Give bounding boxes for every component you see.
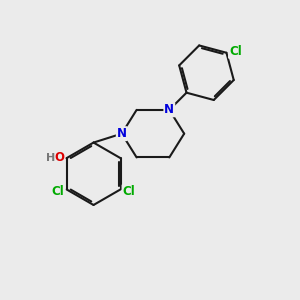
Text: Cl: Cl <box>122 185 135 198</box>
Text: N: N <box>164 103 174 116</box>
Text: N: N <box>117 127 127 140</box>
Text: H: H <box>46 153 56 163</box>
Text: O: O <box>54 151 64 164</box>
Text: Cl: Cl <box>52 185 64 198</box>
Text: Cl: Cl <box>229 45 242 58</box>
